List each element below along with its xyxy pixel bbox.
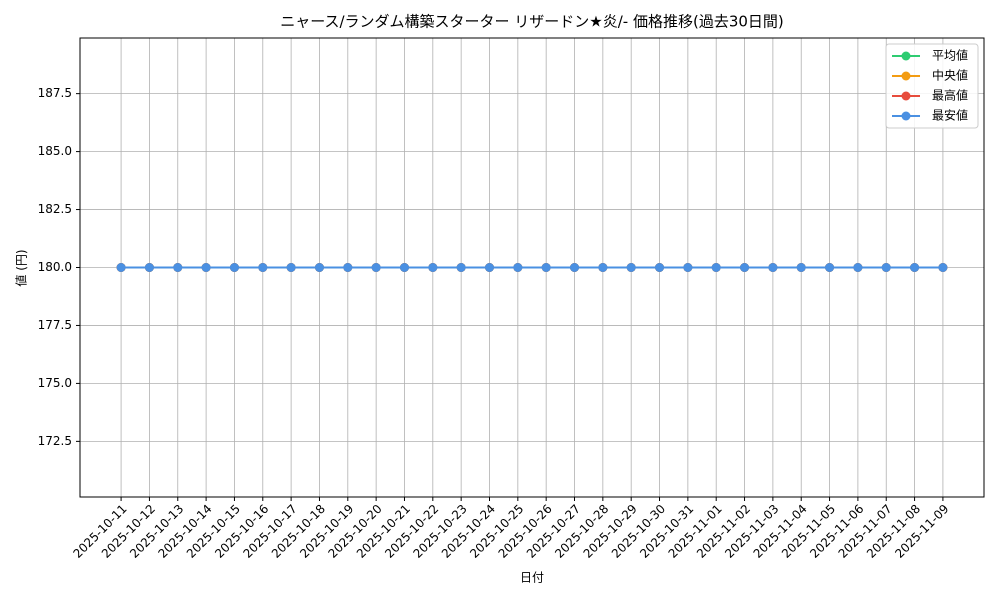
data-point	[768, 263, 778, 272]
data-point	[484, 263, 494, 272]
data-point	[570, 263, 580, 272]
data-point	[116, 263, 126, 272]
data-point	[173, 263, 183, 272]
data-point	[258, 263, 268, 272]
y-tick-label: 187.5	[38, 86, 72, 100]
data-point	[825, 263, 835, 272]
y-axis-label: 値 (円)	[14, 249, 29, 286]
y-tick-label: 175.0	[38, 376, 72, 390]
plot-frame	[79, 37, 985, 498]
data-point	[286, 263, 296, 272]
legend-marker	[901, 51, 911, 61]
data-point	[626, 263, 636, 272]
data-point	[655, 263, 665, 272]
legend-box	[885, 43, 979, 129]
data-point	[399, 263, 409, 272]
data-point	[796, 263, 806, 272]
data-point	[201, 263, 211, 272]
legend-marker	[901, 91, 911, 101]
data-point	[428, 263, 438, 272]
legend-label: 最高値	[932, 88, 968, 103]
legend-marker	[901, 111, 911, 121]
data-point	[343, 263, 353, 272]
data-point	[314, 263, 324, 272]
data-point	[711, 263, 721, 272]
legend-label: 最安値	[932, 108, 968, 123]
data-point	[938, 263, 948, 272]
data-point	[456, 263, 466, 272]
data-point	[853, 263, 863, 272]
data-point	[541, 263, 551, 272]
y-tick-label: 172.5	[38, 434, 72, 448]
data-point	[881, 263, 891, 272]
x-axis-label: 日付	[520, 571, 544, 585]
data-point	[598, 263, 608, 272]
data-point	[910, 263, 920, 272]
chart-title: ニャース/ランダム構築スターター リザードン★炎/- 価格推移(過去30日間)	[280, 13, 784, 31]
data-point	[144, 263, 154, 272]
legend-label: 平均値	[932, 48, 968, 63]
data-point	[683, 263, 693, 272]
y-tick-label: 177.5	[38, 318, 72, 332]
data-point	[371, 263, 381, 272]
data-point	[513, 263, 523, 272]
y-tick-label: 182.5	[38, 202, 72, 216]
legend-label: 中央値	[932, 68, 968, 83]
data-point	[740, 263, 750, 272]
legend-marker	[901, 71, 911, 81]
y-tick-label: 185.0	[38, 144, 72, 158]
y-tick-label: 180.0	[38, 260, 72, 274]
data-point	[229, 263, 239, 272]
